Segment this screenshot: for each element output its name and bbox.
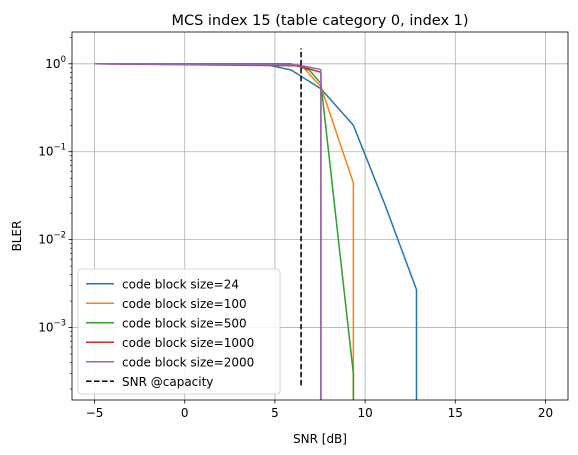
series-line-4 bbox=[94, 63, 322, 400]
legend-entry: code block size=1000 bbox=[122, 336, 254, 350]
x-tick-label: −5 bbox=[86, 406, 104, 420]
plot-frame bbox=[71, 31, 569, 401]
legend-entry: code block size=100 bbox=[122, 297, 247, 311]
x-axis-ticks: −5 0 5 10 15 20 bbox=[86, 400, 553, 420]
y-axis-ticks: 10−3 10−2 10−1 100 bbox=[38, 37, 72, 390]
y-tick-label: 100 bbox=[45, 55, 66, 71]
x-tick-label: 15 bbox=[448, 406, 463, 420]
legend-entry: code block size=24 bbox=[122, 277, 239, 291]
y-tick-label: 10−1 bbox=[38, 143, 66, 159]
y-tick-label: 10−3 bbox=[38, 319, 66, 335]
legend: code block size=24 code block size=100 cod… bbox=[77, 268, 281, 395]
x-tick-label: 10 bbox=[357, 406, 372, 420]
legend-entry: code block size=500 bbox=[122, 316, 247, 330]
y-tick-label: 10−2 bbox=[38, 231, 66, 247]
legend-box bbox=[77, 268, 281, 395]
y-axis-label: BLER bbox=[10, 221, 24, 252]
legend-entry: code block size=2000 bbox=[122, 355, 254, 369]
legend-entry: SNR @capacity bbox=[122, 375, 213, 389]
x-tick-label: 0 bbox=[181, 406, 189, 420]
x-tick-label: 5 bbox=[271, 406, 279, 420]
series-line-2 bbox=[94, 63, 355, 400]
series-layer bbox=[94, 48, 418, 400]
x-tick-label: 20 bbox=[538, 406, 553, 420]
chart-title: MCS index 15 (table category 0, index 1) bbox=[171, 13, 468, 29]
x-axis-label: SNR [dB] bbox=[293, 432, 347, 446]
